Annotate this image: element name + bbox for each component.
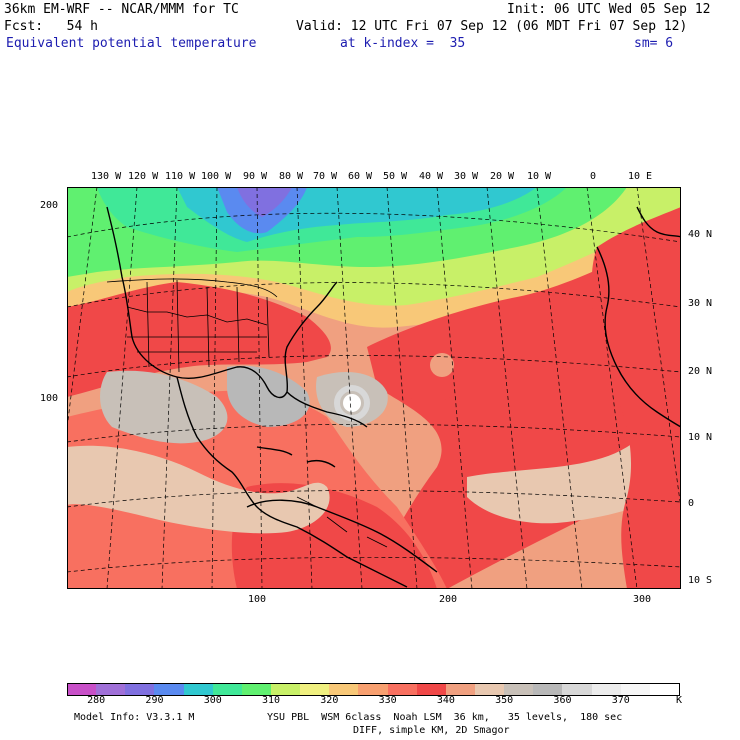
latitude-label: 40 N [688, 229, 713, 240]
colorbar-cell [300, 683, 330, 696]
longitude-label: 130 W [91, 171, 122, 182]
colorbar-tick-label: 310 [262, 695, 281, 706]
colorbar-cell [649, 683, 681, 696]
longitude-label: 50 W [383, 171, 408, 182]
model-info: Model Info: V3.3.1 M [74, 712, 195, 723]
grid-y-label: 200 [40, 200, 59, 211]
physics-info: YSU PBL WSM 6class Noah LSM 36 km, 35 le… [267, 712, 623, 723]
longitude-label: 120 W [128, 171, 159, 182]
colorbar-cell [125, 683, 155, 696]
colorbar-tick-label: 350 [495, 695, 514, 706]
colorbar-cell [445, 683, 476, 696]
latitude-label: 10 S [688, 575, 713, 586]
longitude-label: 20 W [490, 171, 515, 182]
colorbar-tick-label: 280 [87, 695, 106, 706]
colorbar-cell [96, 683, 126, 696]
colorbar-cell [562, 683, 593, 696]
init-time: Init: 06 UTC Wed 05 Sep 12 [507, 2, 711, 17]
latitude-label: 20 N [688, 366, 713, 377]
longitude-label: 10 W [527, 171, 552, 182]
colorbar-cell [591, 683, 622, 696]
colorbar-cell [271, 683, 301, 696]
grid-x-label: 300 [633, 594, 652, 605]
colorbar-cell [67, 683, 98, 696]
longitude-label: 80 W [279, 171, 304, 182]
colorbar-cell [387, 683, 418, 696]
valid-time: Valid: 12 UTC Fri 07 Sep 12 (06 MDT Fri … [296, 19, 688, 34]
colorbar-tick-label: 300 [203, 695, 222, 706]
colorbar-cell [183, 683, 214, 696]
level-info: at k-index = 35 [340, 36, 466, 51]
colorbar-tick-label: 360 [553, 695, 572, 706]
equivalent-potential-temperature-map [67, 187, 681, 589]
colorbar-tick-label: 290 [145, 695, 164, 706]
field-name: Equivalent potential temperature [6, 36, 257, 51]
model-title: 36km EM-WRF -- NCAR/MMM for TC [4, 2, 239, 17]
colorbar-cell [475, 683, 505, 696]
smoothing-info: sm= 6 [634, 36, 674, 51]
colorbar-tick-label: 340 [436, 695, 455, 706]
longitude-label: 90 W [243, 171, 268, 182]
latitude-label: 0 [688, 498, 695, 509]
diffusion-info: DIFF, simple KM, 2D Smagor [353, 725, 510, 736]
longitude-label: 40 W [419, 171, 444, 182]
longitude-label: 0 [590, 171, 597, 182]
grid-x-label: 100 [248, 594, 267, 605]
colorbar-cell [620, 683, 651, 696]
colorbar-cell [533, 683, 563, 696]
longitude-label: 10 E [628, 171, 653, 182]
colorbar-tick-label: 370 [611, 695, 630, 706]
latitude-label: 10 N [688, 432, 713, 443]
grid-x-label: 200 [439, 594, 458, 605]
colorbar-cell [504, 683, 534, 696]
longitude-label: 30 W [454, 171, 479, 182]
colorbar-cell [241, 683, 272, 696]
colorbar-unit: K [676, 695, 683, 706]
latitude-label: 30 N [688, 298, 713, 309]
grid-y-label: 100 [40, 393, 59, 404]
longitude-label: 70 W [313, 171, 338, 182]
forecast-hour: Fcst: 54 h [4, 19, 98, 34]
colorbar-tick-label: 320 [320, 695, 339, 706]
colorbar-cell [212, 683, 243, 696]
colorbar-cell [358, 683, 389, 696]
longitude-label: 100 W [201, 171, 232, 182]
longitude-label: 110 W [165, 171, 196, 182]
colorbar-cell [154, 683, 185, 696]
colorbar-cell [416, 683, 447, 696]
colorbar-cell [329, 683, 359, 696]
colorbar-tick-label: 330 [378, 695, 397, 706]
longitude-label: 60 W [348, 171, 373, 182]
